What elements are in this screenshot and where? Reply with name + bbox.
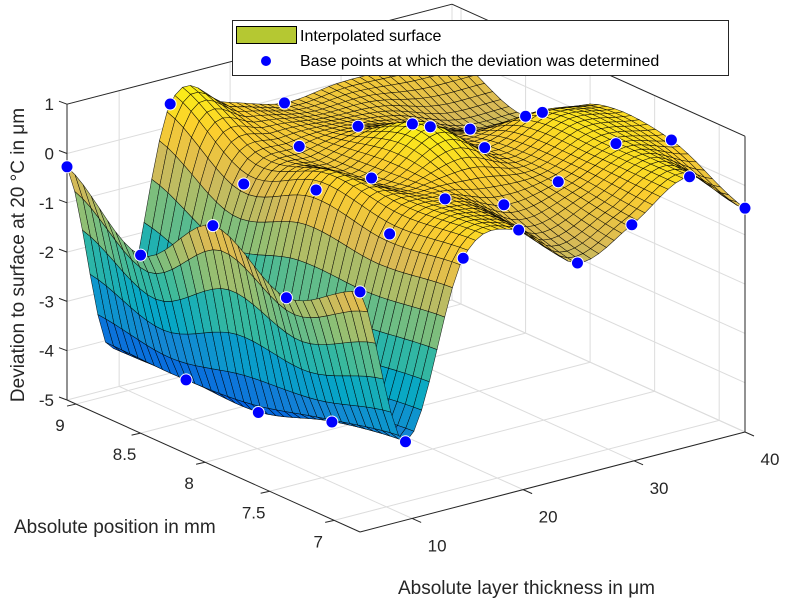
- z-tick-mark: [58, 347, 68, 352]
- base-point: [251, 405, 265, 419]
- legend-point-marker: [260, 55, 272, 67]
- base-point: [497, 198, 511, 212]
- base-point: [512, 223, 526, 237]
- floor-gridline: [334, 419, 720, 521]
- legend-label-points: Base points at which the deviation was d…: [300, 53, 659, 70]
- z-tick-mark: [58, 199, 68, 204]
- base-point: [277, 96, 291, 110]
- legend-box: [232, 20, 729, 76]
- x-tick-label: 10: [428, 536, 447, 555]
- x-tick-mark: [633, 460, 644, 466]
- y-tick-mark: [131, 432, 141, 436]
- z-tick-mark: [58, 150, 68, 154]
- y-axis-label: Absolute position in mm: [14, 517, 216, 538]
- base-point: [325, 415, 339, 429]
- base-points: [60, 96, 752, 449]
- base-point: [398, 435, 412, 449]
- interpolated-surface: [66, 53, 746, 442]
- z-tick-label: -1: [39, 194, 54, 213]
- base-point: [206, 219, 220, 233]
- base-point: [625, 218, 639, 232]
- y-tick-label: 9: [55, 416, 64, 435]
- x-axis-line: [359, 431, 746, 533]
- base-point: [134, 248, 148, 262]
- z-tick-label: 0: [45, 145, 54, 164]
- y-tick-mark: [196, 461, 206, 465]
- base-point: [609, 137, 623, 151]
- z-tick-mark: [58, 396, 68, 401]
- floor-gridline: [118, 385, 413, 519]
- y-tick-label: 8: [184, 474, 193, 493]
- base-point: [351, 119, 365, 133]
- z-tick-label: -4: [39, 342, 54, 361]
- wall-gridline: [451, 299, 746, 433]
- z-tick-label: -2: [39, 243, 54, 262]
- z-tick-label: -3: [39, 292, 54, 311]
- base-point: [423, 120, 437, 134]
- base-point: [365, 171, 379, 185]
- base-point: [535, 105, 549, 119]
- base-point: [405, 117, 419, 131]
- base-point: [519, 109, 533, 123]
- base-point: [163, 97, 177, 111]
- base-point: [353, 285, 367, 299]
- base-point: [551, 175, 565, 189]
- y-tick-mark: [66, 403, 77, 407]
- x-tick-label: 30: [650, 479, 669, 498]
- z-axis-label: Deviation to surface at 20 °C in μm: [8, 108, 29, 402]
- base-point: [383, 227, 397, 241]
- base-point: [292, 139, 306, 153]
- x-tick-label: 20: [539, 508, 558, 527]
- surface-patch: [720, 192, 738, 203]
- floor-gridline: [269, 390, 655, 492]
- base-point: [738, 201, 752, 215]
- base-point: [279, 291, 293, 305]
- legend-label-surface: Interpolated surface: [300, 28, 442, 45]
- z-tick-mark: [58, 248, 68, 253]
- x-tick-label: 40: [761, 450, 780, 469]
- base-point: [463, 122, 477, 136]
- x-tick-mark: [744, 431, 755, 437]
- x-tick-mark: [411, 517, 422, 523]
- wall-gridline: [451, 250, 746, 384]
- z-tick-mark: [58, 100, 68, 105]
- base-point: [60, 160, 74, 174]
- base-point: [309, 183, 323, 197]
- base-point: [438, 192, 452, 206]
- base-point: [570, 256, 584, 270]
- z-tick-label: 1: [45, 95, 54, 114]
- base-point: [456, 251, 470, 265]
- y-tick-mark: [325, 519, 335, 523]
- legend: Interpolated surface Base points at whic…: [232, 20, 729, 76]
- z-tick-label: -5: [39, 391, 54, 410]
- base-point: [237, 177, 251, 191]
- x-tick-mark: [522, 489, 533, 495]
- tick-labels: -5 -4 -3 -2 -1 0 1 7 7.5 8 8.5 9 10 20 30 40: [39, 95, 780, 555]
- x-axis-label: Absolute layer thickness in μm: [398, 578, 655, 599]
- y-axis-line: [66, 399, 361, 533]
- z-tick-mark: [58, 297, 68, 302]
- y-tick-label: 7.5: [242, 503, 266, 522]
- y-tick-mark: [260, 490, 270, 494]
- y-tick-label: 7: [313, 532, 322, 551]
- base-point: [478, 141, 492, 155]
- legend-surface-swatch: [236, 26, 297, 44]
- base-point: [664, 133, 678, 147]
- base-point: [179, 373, 193, 387]
- y-tick-label: 8.5: [113, 445, 137, 464]
- base-point: [683, 170, 697, 184]
